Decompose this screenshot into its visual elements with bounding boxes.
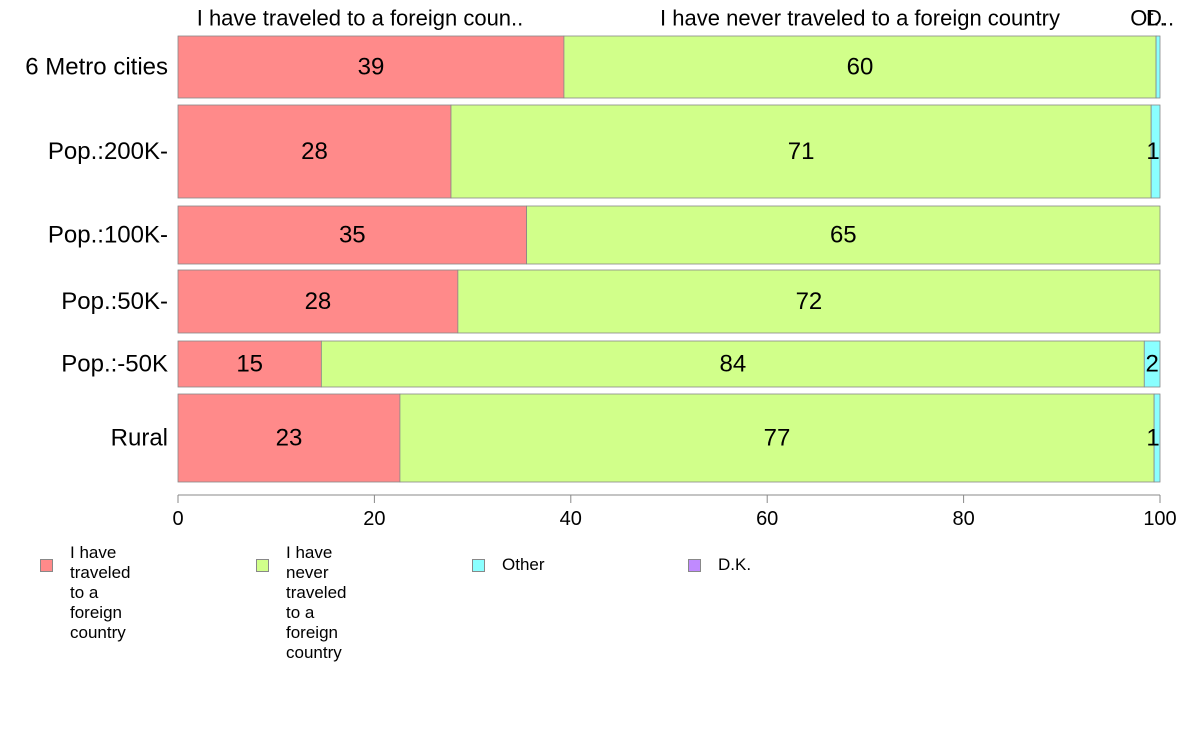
bar-segment: [177, 35, 565, 99]
x-tick-label: 80: [952, 508, 974, 530]
bar-segment: [177, 104, 452, 199]
bar-segment: [1153, 393, 1161, 483]
stacked-bar-chart: I have traveled to a foreign coun.. I hav…: [25, 6, 1176, 531]
data-label: 35: [339, 222, 366, 249]
legend-swatch-other: [472, 559, 485, 572]
category-label-5: Pop.:-50K: [61, 351, 168, 378]
data-label: 84: [719, 351, 746, 378]
category-label-4: Pop.:50K-: [61, 288, 168, 315]
x-tick-label: 100: [1143, 508, 1176, 530]
data-label: 71: [788, 138, 815, 165]
data-label: 28: [301, 138, 328, 165]
legend-label-dk: D.K.: [718, 555, 752, 574]
x-tick-label: 60: [756, 508, 778, 530]
bar-segment: [526, 205, 1161, 265]
column-header-2: I have never traveled to a foreign count…: [660, 6, 1060, 31]
bar-segment: [399, 393, 1155, 483]
category-label-6: Rural: [111, 425, 168, 452]
x-tick-label: 0: [172, 508, 183, 530]
legend-label-never-traveled: I have never traveled to a foreign count…: [286, 543, 347, 662]
data-label: 23: [276, 425, 303, 452]
data-label: 65: [830, 222, 857, 249]
bar-segment: [320, 340, 1145, 388]
x-tick-label: 40: [560, 508, 582, 530]
data-label: 39: [358, 54, 385, 81]
legend-swatch-dk: [688, 559, 701, 572]
bar-segment: [1143, 340, 1161, 388]
data-label: 72: [796, 288, 823, 315]
bar-segment: [177, 340, 322, 388]
bar-segment: [450, 104, 1152, 199]
category-label-1: 6 Metro cities: [25, 54, 168, 81]
category-label-3: Pop.:100K-: [48, 222, 168, 249]
bar-segment: [177, 269, 459, 334]
bar-segment: [1150, 104, 1161, 199]
data-label: 1: [1146, 138, 1159, 165]
data-label: 60: [847, 54, 874, 81]
category-label-2: Pop.:200K-: [48, 138, 168, 165]
legend-swatch-traveled: [40, 559, 53, 572]
legend-label-other: Other: [502, 555, 545, 574]
x-tick-label: 20: [363, 508, 385, 530]
bar-segment: [457, 269, 1161, 334]
legend-swatch-never-traveled: [256, 559, 269, 572]
data-label: 2: [1145, 351, 1158, 378]
bar-segment: [1155, 35, 1161, 99]
bar-segment: [563, 35, 1157, 99]
legend-label-traveled: I have traveled to a foreign country: [70, 543, 131, 642]
data-label: 77: [764, 425, 791, 452]
data-label: 15: [236, 351, 263, 378]
bar-segment: [177, 393, 401, 483]
bar-segment: [177, 205, 528, 265]
data-label: 28: [305, 288, 332, 315]
column-header-1: I have traveled to a foreign coun..: [197, 6, 524, 31]
legend: I have traveled to a foreign country I h…: [0, 543, 1188, 662]
column-header-3: Ot..: [1130, 6, 1165, 31]
data-label: 1: [1146, 425, 1159, 452]
column-header-4: D..: [1146, 6, 1174, 31]
